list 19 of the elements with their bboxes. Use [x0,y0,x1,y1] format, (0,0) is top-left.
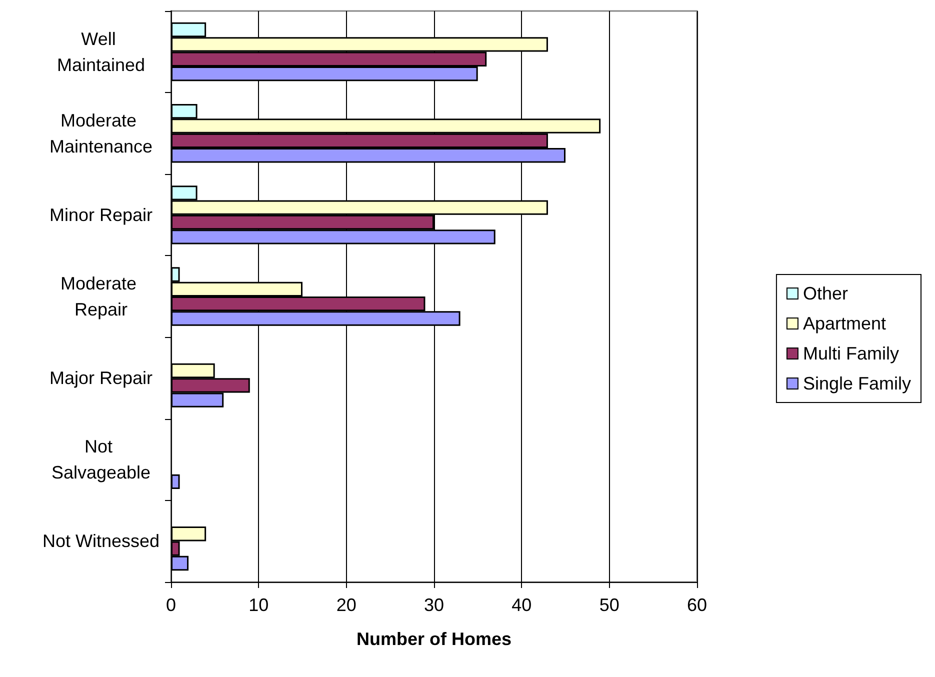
legend-label: Multi Family [802,344,899,364]
y-tick-label: Not Salvageable [51,436,151,483]
legend-label: Other [802,284,848,304]
x-tick-label: 50 [599,595,620,615]
y-tick-label: Not Witnessed [42,531,160,552]
legend-label: Single Family [802,374,912,394]
x-tick-label: 40 [512,595,532,615]
y-tick-label: Moderate Repair [60,274,142,320]
y-tick-label: Moderate Maintenance [49,110,153,156]
y-tick-label: Minor Repair [49,204,153,225]
x-tick-label: 20 [336,595,356,615]
x-tick-label: 30 [424,595,444,615]
x-axis-title: Number of Homes [356,629,512,649]
y-tick-label: Major Repair [49,368,153,388]
x-tick-label: 10 [248,595,269,615]
x-tick-label: 0 [166,595,176,615]
legend-label: Apartment [802,314,886,334]
x-tick-label: 60 [686,595,708,615]
y-tick-label: Well Maintained [56,28,146,75]
